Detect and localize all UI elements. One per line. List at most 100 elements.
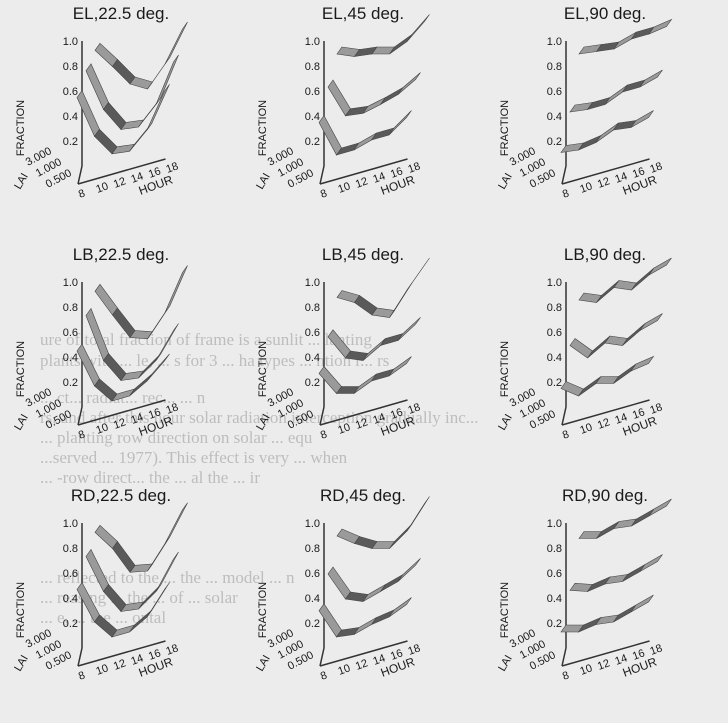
z-axis-label: FRACTION: [499, 341, 511, 397]
y-axis-line: [319, 406, 325, 426]
chart-panel: LB,22.5 deg. 1.0 0.8 0.6 0.4 0.2 FRACTION 8 10 12…: [0, 241, 242, 482]
ribbon-segment: [353, 617, 377, 635]
y-axis-label: LAI: [254, 412, 273, 432]
y-axis-label: LAI: [496, 653, 515, 673]
ribbon-segment: [406, 496, 430, 532]
ribbon-segment: [94, 283, 118, 316]
ribbon-segment: [146, 582, 170, 618]
ribbon-segment: [94, 42, 118, 67]
ribbon-segment: [327, 566, 351, 600]
ribbon-segment: [613, 363, 637, 384]
x-tick-label: 14: [371, 652, 387, 667]
ribbon-segment: [639, 69, 663, 88]
y-axis-label: LAI: [254, 171, 273, 191]
ribbon-segment: [388, 356, 412, 377]
z-tick-label: 1.0: [63, 518, 78, 530]
panel-title: LB,45 deg.: [321, 245, 405, 264]
ribbon-segment: [76, 581, 100, 623]
panel-title: RD,22.5 deg.: [70, 486, 172, 505]
x-tick-label: 12: [354, 416, 370, 431]
z-axis-label: FRACTION: [15, 341, 27, 397]
z-tick-label: 1.0: [63, 277, 78, 289]
x-axis-line: [561, 158, 650, 185]
panel-title: EL,22.5 deg.: [72, 4, 170, 23]
ribbon-segment: [397, 72, 421, 95]
y-axis-line: [561, 165, 567, 185]
ribbon-segment: [146, 84, 170, 131]
ribbon-segment: [103, 353, 127, 381]
y-axis-label: LAI: [12, 412, 31, 432]
ribbon-segment: [327, 329, 351, 359]
ribbon-segment: [362, 338, 386, 361]
z-tick-label: 0.8: [547, 61, 562, 73]
z-tick-label: 0.2: [63, 377, 78, 389]
ribbon-segment: [94, 524, 118, 549]
z-tick-label: 0.6: [547, 327, 562, 339]
ribbon-segment: [569, 338, 593, 359]
ribbon-segment: [112, 540, 136, 573]
ribbon-segment: [389, 34, 413, 55]
ribbon-segment: [103, 102, 127, 130]
z-tick-label: 0.2: [63, 618, 78, 630]
z-tick-label: 0.4: [547, 593, 562, 605]
x-tick-label: 18: [406, 401, 422, 416]
x-tick-label: 14: [613, 411, 629, 426]
chart-panel: LB,45 deg. 1.0 0.8 0.6 0.4 0.2 FRACTION 8 10 12 14…: [242, 241, 484, 482]
x-axis-line: [561, 640, 650, 667]
ribbon-segment: [630, 594, 654, 613]
x-tick-label: 18: [406, 160, 422, 175]
z-tick-label: 0.4: [63, 111, 78, 123]
ribbon-segment: [146, 353, 170, 382]
ribbon-segment: [370, 609, 395, 626]
ribbon-segment: [155, 54, 179, 105]
x-tick-label: 8: [77, 669, 87, 682]
z-tick-label: 0.8: [547, 543, 562, 555]
ribbon-segment: [613, 31, 637, 50]
x-tick-label: 16: [389, 165, 405, 180]
z-tick-label: 0.4: [305, 111, 320, 123]
x-tick-label: 18: [406, 642, 422, 657]
z-tick-label: 0.2: [305, 136, 320, 148]
x-tick-label: 8: [561, 187, 571, 200]
panel-title: EL,90 deg.: [563, 4, 647, 23]
ribbon-segment: [648, 18, 673, 35]
ribbon-segment: [630, 355, 655, 372]
ribbon-segment: [380, 574, 404, 592]
ribbon-segment: [318, 603, 342, 638]
chart-panel: EL,45 deg. 1.0 0.8 0.6 0.4 0.2 FRACTION 8 10 12 14…: [242, 0, 484, 241]
z-tick-label: 0.4: [63, 593, 78, 605]
z-axis-label: FRACTION: [499, 582, 511, 638]
y-axis-line: [77, 647, 83, 667]
z-tick-label: 1.0: [547, 277, 562, 289]
z-tick-label: 0.2: [547, 377, 562, 389]
x-tick-label: 14: [371, 170, 387, 185]
x-tick-label: 8: [77, 428, 87, 441]
z-tick-label: 0.8: [547, 302, 562, 314]
ribbon-segment: [397, 317, 421, 341]
z-axis-label: FRACTION: [257, 341, 269, 397]
x-tick-label: 18: [164, 160, 180, 175]
x-tick-label: 10: [336, 180, 352, 195]
ribbon-segment: [380, 87, 404, 105]
chart-panel: EL,90 deg. 1.0 0.8 0.6 0.4 0.2 FRACTION 8 10 12 14…: [484, 0, 726, 241]
x-tick-label: 12: [112, 416, 128, 431]
chart-panel: EL,22.5 deg. 1.0 0.8 0.6 0.4 0.2 FRACTION 8 10 12…: [0, 0, 242, 241]
z-tick-label: 1.0: [547, 36, 562, 48]
panel-title: LB,22.5 deg.: [72, 245, 170, 264]
x-tick-label: 8: [319, 187, 329, 200]
z-tick-label: 0.6: [63, 86, 78, 98]
x-tick-label: 16: [631, 406, 647, 421]
z-tick-label: 0.8: [305, 543, 320, 555]
y-axis-label: LAI: [496, 171, 515, 191]
ribbon-segment: [76, 343, 100, 387]
panel-title: RD,45 deg.: [320, 486, 406, 505]
x-tick-label: 8: [77, 187, 87, 200]
x-tick-label: 18: [648, 642, 664, 657]
ribbon-segment: [604, 84, 628, 105]
z-tick-label: 0.4: [63, 352, 78, 364]
chart-panel: LB,90 deg. 1.0 0.8 0.6 0.4 0.2 FRACTION 8 10 12 14…: [484, 241, 726, 482]
